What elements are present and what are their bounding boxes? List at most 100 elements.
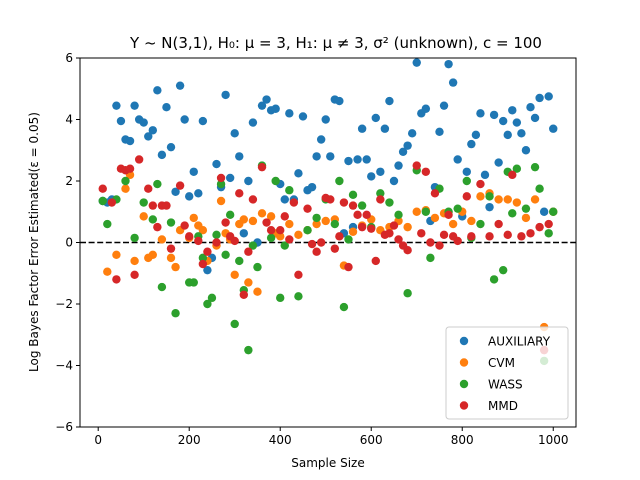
data-point-mmd (526, 229, 535, 238)
data-point-mmd (280, 212, 289, 221)
data-point-cvm (171, 262, 180, 272)
data-point-cvm (403, 222, 412, 232)
data-point-wass (303, 226, 312, 235)
data-point-auxiliary (344, 156, 353, 166)
plot-area (80, 58, 576, 366)
x-axis-label: Sample Size (291, 456, 364, 470)
data-point-auxiliary (148, 126, 158, 135)
data-point-mmd (444, 210, 453, 220)
data-point-mmd (339, 198, 349, 207)
data-point-cvm (148, 250, 158, 259)
data-point-wass (521, 204, 531, 213)
data-point-mmd (257, 162, 267, 172)
data-point-auxiliary (212, 159, 221, 169)
data-point-mmd (376, 195, 385, 204)
data-point-wass (476, 219, 485, 229)
data-point-auxiliary (403, 141, 412, 150)
data-point-wass (198, 253, 208, 263)
data-point-wass (130, 233, 139, 243)
y-tick-label: 4 (65, 113, 73, 127)
data-point-mmd (453, 236, 462, 246)
data-point-wass (285, 186, 294, 195)
x-tick-label: 0 (94, 433, 102, 447)
data-point-auxiliary (153, 86, 162, 95)
data-point-auxiliary (203, 265, 212, 275)
data-point-wass (103, 219, 112, 229)
data-point-auxiliary (180, 115, 189, 124)
data-point-mmd (203, 247, 212, 256)
data-point-auxiliary (162, 103, 171, 112)
x-tick-label: 400 (269, 433, 292, 447)
data-point-auxiliary (489, 110, 499, 120)
data-point-auxiliary (448, 78, 458, 87)
data-point-mmd (316, 238, 326, 247)
data-point-auxiliary (235, 152, 244, 161)
data-point-auxiliary (435, 127, 444, 136)
data-point-auxiliary (316, 135, 326, 144)
data-point-mmd (112, 275, 121, 284)
data-point-mmd (230, 236, 239, 246)
data-point-mmd (517, 232, 526, 241)
data-point-mmd (326, 195, 335, 204)
data-point-mmd (262, 218, 271, 227)
data-point-auxiliary (526, 103, 535, 112)
data-point-mmd (180, 221, 189, 230)
data-point-auxiliary (503, 130, 512, 140)
data-point-auxiliary (285, 109, 294, 118)
data-point-wass (312, 213, 321, 223)
data-point-wass (403, 289, 412, 298)
data-point-wass (294, 292, 303, 301)
data-point-mmd (335, 232, 344, 241)
data-point-mmd (162, 201, 171, 210)
data-point-mmd (503, 230, 512, 240)
data-point-auxiliary (421, 104, 431, 113)
data-point-mmd (357, 222, 367, 232)
data-point-wass (212, 230, 221, 240)
data-point-cvm (312, 219, 321, 229)
data-point-wass (166, 218, 176, 227)
data-point-cvm (130, 256, 139, 266)
data-point-mmd (462, 192, 471, 201)
data-point-mmd (430, 189, 440, 198)
data-point-cvm (248, 216, 258, 226)
data-point-auxiliary (467, 139, 476, 149)
data-point-auxiliary (230, 129, 239, 138)
data-point-cvm (448, 219, 458, 229)
data-point-auxiliary (326, 152, 335, 161)
data-point-auxiliary (394, 161, 403, 170)
data-point-cvm (121, 184, 130, 193)
data-point-mmd (289, 198, 299, 207)
data-point-mmd (494, 219, 503, 229)
data-point-auxiliary (130, 101, 139, 110)
data-point-wass (544, 229, 553, 238)
data-point-auxiliary (171, 187, 180, 196)
data-point-cvm (476, 192, 485, 201)
data-point-wass (344, 235, 353, 244)
data-point-wass (385, 198, 394, 207)
data-point-mmd (394, 235, 403, 244)
legend-label-wass: WASS (488, 378, 523, 392)
data-point-wass (121, 176, 130, 186)
data-point-wass (139, 198, 148, 207)
y-axis-label: Log Bayes Factor Error Estimated(ε = 0.0… (27, 112, 41, 372)
data-point-auxiliary (271, 104, 280, 113)
data-point-mmd (235, 189, 244, 198)
data-point-mmd (144, 184, 153, 193)
data-point-auxiliary (357, 124, 367, 133)
data-point-auxiliary (175, 81, 185, 90)
data-point-auxiliary (321, 115, 330, 124)
data-point-auxiliary (376, 167, 385, 176)
legend-box (445, 326, 569, 420)
data-point-wass (148, 215, 158, 224)
data-point-auxiliary (307, 182, 317, 192)
data-point-mmd (148, 201, 158, 210)
data-point-mmd (367, 224, 376, 233)
data-point-auxiliary (444, 59, 453, 69)
data-point-auxiliary (485, 202, 494, 212)
data-point-cvm (239, 215, 249, 224)
legend-marker-wass (459, 379, 469, 389)
data-point-mmd (221, 218, 230, 227)
data-point-mmd (389, 221, 399, 230)
data-point-auxiliary (544, 92, 553, 101)
data-point-wass (394, 210, 403, 220)
